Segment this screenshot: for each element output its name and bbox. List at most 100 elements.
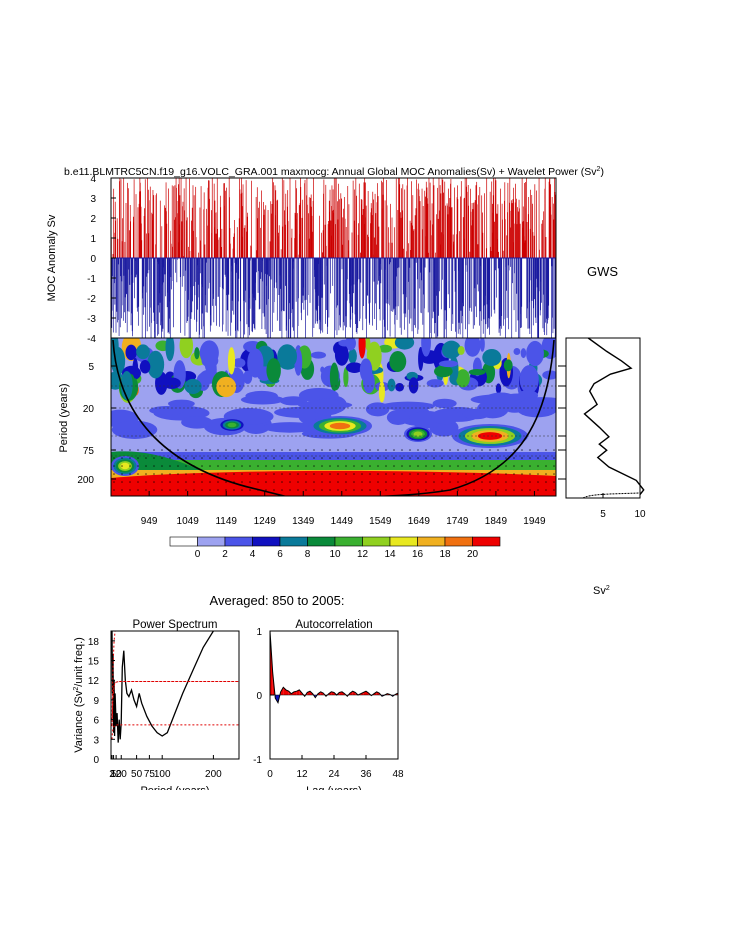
colorbar-label: 8 [305, 549, 311, 560]
colorbar-swatch [472, 536, 501, 547]
anomaly-y-axis: 4 3 2 1 0 -1 -2 -3 -4 [87, 174, 116, 345]
wavelet-cell [194, 347, 200, 360]
wavelet-cell [387, 378, 396, 392]
anomaly-ytick-label: 0 [90, 254, 96, 265]
wavelet-cell [179, 338, 194, 359]
ac-ytick-label: 1 [256, 627, 262, 638]
ps-ytick-label: 3 [93, 735, 99, 746]
wavelet-cell [482, 349, 502, 367]
ps-series-line [111, 631, 214, 743]
sv2-unit: Sv2 [593, 585, 610, 597]
wavelet-cell [147, 350, 165, 379]
gws-x-axis: 5 10 [558, 365, 646, 520]
wavelet-cell [149, 406, 185, 416]
colorbar-swatch [224, 536, 253, 547]
ps-ylabel-text: Variance (Sv [73, 690, 85, 753]
wavelet-cell [495, 383, 502, 394]
wavelet-xtick-label: 1149 [215, 516, 237, 527]
colorbar-label: 18 [439, 549, 451, 560]
ac-line [269, 630, 399, 704]
wavelet-xtick-label: 1249 [254, 516, 277, 527]
colorbar-swatch [444, 536, 473, 547]
ps-y-axis: 0 3 6 9 12 15 18 [88, 637, 115, 766]
wavelet-heatmap: 5 20 75 200 949 1049 1149 1249 1349 1449 1549 1649… [58, 337, 557, 527]
wavelet-cell [162, 377, 181, 389]
anomaly-ytick-label: 4 [90, 174, 96, 185]
significance-stipple [111, 448, 556, 496]
gws-line [583, 337, 645, 495]
ac-ytick-label: 0 [256, 691, 262, 702]
wavelet-cell [279, 396, 308, 406]
ps-ytick-label: 9 [93, 696, 99, 707]
wavelet-cell [431, 408, 460, 425]
wavelet-cell [438, 360, 459, 368]
wavelet-xtick-label: 949 [141, 516, 158, 527]
title-close: ) [600, 166, 604, 178]
wavelet-hotspot [477, 432, 503, 440]
wavelet-ytick-label: 200 [77, 475, 94, 486]
wavelet-cell [526, 340, 544, 367]
wavelet-cell [348, 348, 357, 364]
wavelet-cell [441, 340, 461, 359]
colorbar-swatch [279, 536, 308, 547]
title-text: b.e11.BLMTRC5CN.f19_g16.VOLC_GRA.001 max… [64, 166, 597, 178]
anomaly-ytick-label: -2 [87, 294, 96, 305]
wavelet-cell [519, 365, 539, 394]
ps-series-line [111, 724, 239, 740]
wavelet-x-axis: 949 1049 1149 1249 1349 1449 1549 1649 1749 1849 1… [141, 491, 546, 527]
wavelet-cell [111, 420, 158, 439]
ps-xtick-label: 20 [116, 769, 128, 780]
gws-chart: GWS 5 10 [558, 264, 646, 520]
wavelet-cell [378, 344, 392, 353]
colorbar-label: 6 [277, 549, 283, 560]
colorbar-label: 14 [384, 549, 396, 560]
wavelet-cell [343, 367, 349, 388]
gws-title: GWS [587, 264, 618, 279]
wavelet-cell [338, 339, 352, 347]
ac-y-axis: 1 0 -1 [253, 627, 274, 766]
ac-fill-segment [283, 687, 286, 695]
wavelet-cell [408, 377, 419, 394]
ac-xtick-label: 36 [360, 769, 372, 780]
colorbar-label: 4 [250, 549, 256, 560]
wavelet-cell [513, 348, 521, 356]
anomaly-negative-bars [110, 258, 556, 338]
anomaly-ytick-label: 2 [90, 214, 96, 225]
wavelet-xtick-label: 1849 [485, 516, 508, 527]
wavelet-cell [456, 369, 470, 388]
wavelet-cell [139, 360, 151, 374]
wavelet-cell [310, 351, 327, 359]
wavelet-cell [165, 338, 175, 362]
ps-ytick-label: 15 [88, 657, 100, 668]
ac-xtick-label: 0 [267, 769, 273, 780]
wavelet-cell [181, 416, 213, 429]
colorbar-swatch [334, 536, 363, 547]
colorbar-swatch [197, 536, 226, 547]
wavelet-cell [277, 344, 298, 369]
colorbar-swatch [362, 536, 391, 547]
wavelet-xtick-label: 1349 [292, 516, 315, 527]
wavelet-cell [464, 338, 481, 357]
wavelet-cell [386, 409, 410, 425]
wavelet-cell [132, 357, 139, 379]
ps-ytick-label: 12 [88, 676, 100, 687]
ps-ylabel-tail: /unit freq.) [73, 637, 85, 687]
wavelet-cell [216, 376, 237, 398]
wavelet-cell [468, 368, 486, 376]
colorbar-label: 0 [195, 549, 201, 560]
ps-frame [110, 630, 240, 760]
colorbar-label: 10 [329, 549, 341, 560]
ps-series-line [111, 681, 239, 727]
colorbar-label: 12 [357, 549, 369, 560]
wavelet-ytick-label: 75 [83, 446, 95, 457]
ps-ytick-label: 18 [88, 637, 100, 648]
wavelet-cell [358, 338, 366, 359]
wavelet-cell [240, 394, 285, 405]
wavelet-cell [125, 344, 137, 361]
ps-xtick-label: 100 [154, 769, 171, 780]
wavelet-y-axis: 5 20 75 200 [77, 362, 116, 486]
wavelet-cell [503, 359, 513, 372]
